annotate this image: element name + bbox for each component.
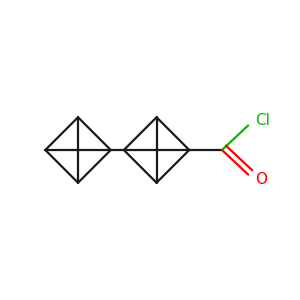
Text: O: O	[255, 172, 267, 187]
Text: Cl: Cl	[255, 113, 270, 128]
